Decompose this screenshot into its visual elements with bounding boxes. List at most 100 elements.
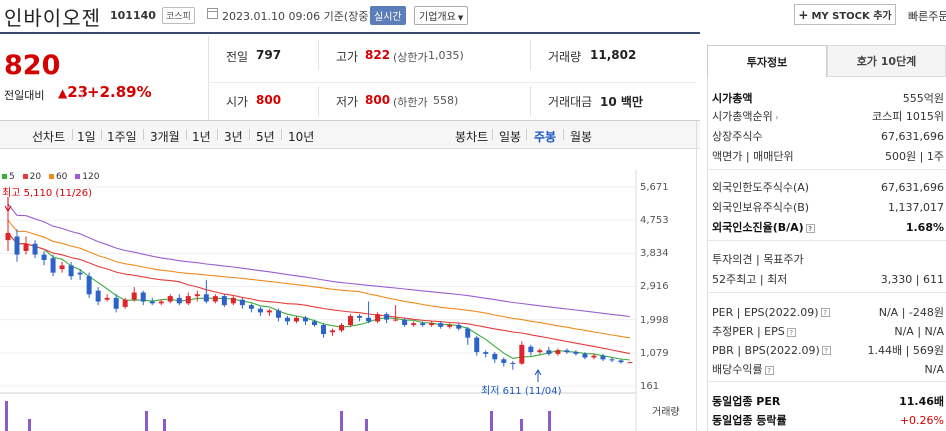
est-per-label: 추정PER | EPS?	[712, 323, 796, 339]
candle-body	[248, 305, 254, 309]
week52-label: 52주최고 | 최저	[712, 273, 788, 286]
candle-body	[68, 265, 74, 277]
candle-body	[104, 297, 110, 300]
candle-body	[321, 324, 327, 335]
foreign-held-row: 외국인보유주식수(B) 1,137,017	[712, 199, 944, 215]
candle-body	[546, 350, 552, 354]
price-chart[interactable]	[0, 150, 696, 431]
ma20-line	[7, 232, 631, 355]
company-overview-button[interactable]: 기업개요 ▼	[414, 6, 469, 25]
per-label: PER | EPS(2022.09)?	[712, 306, 830, 319]
period-separator	[101, 129, 102, 140]
high-arrow-head	[4, 205, 12, 212]
est-per-value: N/A | N/A	[894, 324, 944, 338]
volume-bar	[548, 411, 551, 431]
bps-label-text: BPS(2022.09)	[744, 343, 820, 357]
trade-value-label: 거래대금	[548, 95, 593, 109]
est-per-row: 추정PER | EPS? N/A | N/A	[712, 323, 944, 339]
candle-body	[221, 296, 227, 306]
trade-unit-value: 1주	[926, 150, 944, 163]
candle-body	[59, 265, 65, 270]
par-value: 500원 | 1주	[885, 150, 944, 163]
opinion-row: 투자의견 | 목표주가	[712, 251, 944, 267]
summary-col-divider	[318, 86, 319, 116]
help-icon[interactable]: ?	[764, 365, 774, 375]
legend-label: 120	[82, 172, 100, 182]
legend-ma20: 20	[22, 172, 41, 182]
tab-order-book[interactable]: 호가 10단계	[827, 45, 946, 77]
period-5y[interactable]: 5년	[256, 130, 275, 144]
candle-body	[330, 330, 336, 333]
candle-body	[23, 243, 29, 251]
shares-label: 상장주식수	[712, 130, 763, 143]
legend-swatch	[48, 174, 54, 179]
period-1d[interactable]: 1일	[77, 130, 96, 144]
market-cap-value: 555억원	[902, 92, 944, 105]
period-1y[interactable]: 1년	[192, 130, 211, 144]
help-icon[interactable]: ?	[821, 346, 831, 355]
candle-daily[interactable]: 일봉	[499, 130, 522, 144]
opinion-label-text: 투자의견	[712, 253, 753, 266]
add-my-stock-button[interactable]: + MY STOCK 추가	[794, 4, 896, 25]
week52-value: 3,330 | 611	[880, 272, 944, 286]
bps-value-text: 569원	[912, 344, 944, 357]
change-value: ▲23	[58, 83, 88, 101]
period-3m[interactable]: 3개월	[150, 130, 180, 144]
candle-body	[411, 323, 417, 325]
volume-bar	[145, 411, 148, 431]
candle-body	[591, 355, 597, 358]
period-1w[interactable]: 1주일	[107, 130, 137, 144]
period-separator	[526, 129, 527, 140]
high-annotation: 최고 5,110 (11/26)	[2, 188, 93, 199]
candle-body	[402, 319, 408, 325]
candle-body	[573, 352, 579, 354]
per-label-text: PER	[712, 305, 734, 319]
candle-body	[519, 344, 525, 364]
candle-body	[149, 301, 155, 304]
candle-body	[212, 296, 218, 302]
candle-body	[32, 243, 38, 255]
market-cap-rank-label: 시가총액순위 ›	[712, 108, 778, 124]
help-icon[interactable]: ?	[820, 308, 830, 317]
lower-limit-value: 558)	[433, 94, 459, 107]
realtime-button[interactable]: 실시간	[370, 6, 406, 25]
dividend-label: 배당수익률?	[712, 361, 774, 377]
est-per-value-text: N/A	[894, 324, 914, 338]
stock-name: 인바이오젠	[4, 6, 101, 30]
sector-rate-label: 동일업종 등락률	[712, 414, 787, 427]
candle-body	[239, 299, 245, 306]
candle-body	[564, 350, 570, 353]
candle-weekly[interactable]: 주봉	[534, 130, 557, 144]
candle-body	[456, 324, 462, 329]
change-separator: |	[80, 86, 85, 100]
sector-per-value: 11.46배	[899, 395, 944, 408]
candle-monthly[interactable]: 월봉	[570, 130, 593, 144]
foreign-held-label: 외국인보유주식수(B)	[712, 201, 810, 214]
high-value: 822	[365, 48, 391, 62]
period-3y[interactable]: 3년	[224, 130, 243, 144]
period-separator	[563, 129, 564, 140]
tab-invest-info[interactable]: 투자정보	[707, 45, 827, 77]
my-stock-label: MY STOCK 추가	[811, 11, 892, 22]
panel-divider	[707, 169, 946, 170]
high-label: 고가	[336, 50, 359, 64]
help-icon[interactable]: ?	[786, 327, 796, 337]
chart-period-bar	[0, 121, 700, 149]
chevron-right-icon: ›	[772, 113, 779, 122]
candle-body	[131, 292, 137, 300]
period-10y[interactable]: 10년	[288, 130, 315, 144]
y-tick: 3,834	[640, 248, 669, 259]
open-value: 800	[256, 93, 282, 107]
quick-order-link[interactable]: 빠른주문	[908, 10, 946, 23]
candle-body	[474, 337, 480, 353]
help-icon[interactable]: ?	[805, 223, 815, 233]
candle-body	[14, 236, 20, 255]
period-separator	[492, 129, 493, 140]
pbr-value: 1.44배 | 569원	[867, 344, 944, 357]
est-eps-value-text: N/A	[924, 324, 944, 338]
open-label: 시가	[226, 95, 249, 109]
low-annotation: 최저 611 (11/04)	[481, 386, 562, 397]
period-separator	[249, 129, 250, 140]
line-chart-label: 선차트	[32, 130, 66, 144]
candle-chart-label: 봉차트	[455, 130, 489, 144]
